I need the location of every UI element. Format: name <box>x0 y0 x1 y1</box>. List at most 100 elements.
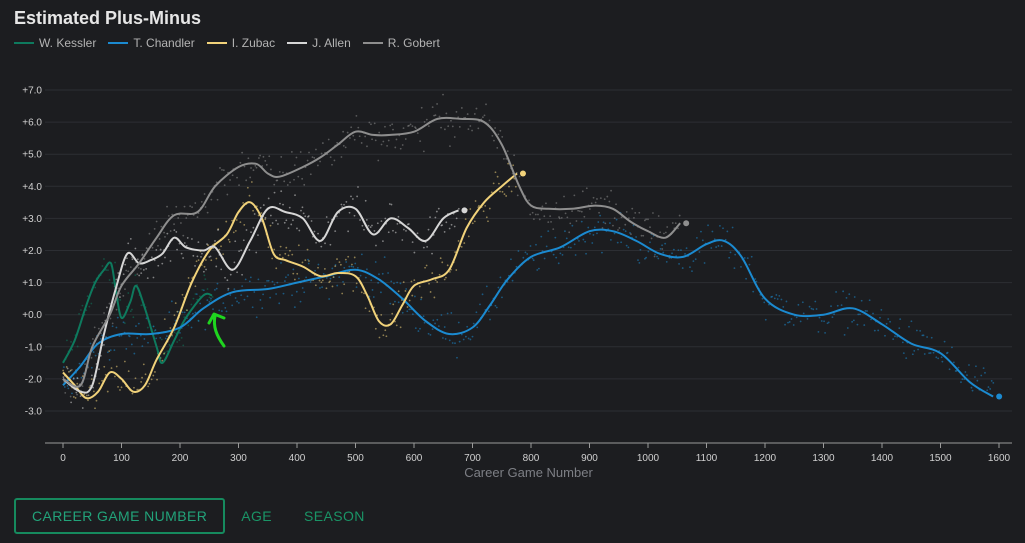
game-dot <box>171 213 174 216</box>
game-dot <box>84 363 86 366</box>
game-dot <box>248 248 251 251</box>
game-dot <box>845 297 848 299</box>
x-axis-title: Career Game Number <box>464 465 593 480</box>
legend-item-i-zubac[interactable]: I. Zubac <box>206 36 275 50</box>
game-dot <box>715 246 718 248</box>
game-dot <box>258 157 260 159</box>
legend-item-t-chandler[interactable]: T. Chandler <box>108 36 195 50</box>
game-dot <box>485 103 487 106</box>
game-dot <box>864 309 867 312</box>
game-dot <box>306 248 309 251</box>
game-dot <box>197 320 200 322</box>
game-dot <box>625 244 628 247</box>
game-dot <box>373 230 376 232</box>
game-dot <box>877 329 880 332</box>
game-dot <box>319 287 321 289</box>
game-dot <box>846 327 849 329</box>
game-dot <box>124 288 126 290</box>
game-dot <box>103 258 105 260</box>
game-dot <box>292 219 294 222</box>
game-dot <box>584 240 587 243</box>
game-dot <box>248 280 251 283</box>
legend-item-w-kessler[interactable]: W. Kessler <box>14 36 96 50</box>
game-dot <box>164 235 166 238</box>
game-dot <box>986 389 989 392</box>
game-dot <box>98 368 100 371</box>
game-dot <box>505 157 508 160</box>
career-game-number-button[interactable]: CAREER GAME NUMBER <box>14 498 226 534</box>
legend-item-j-allen[interactable]: J. Allen <box>287 36 351 50</box>
game-dot <box>305 276 308 279</box>
game-dot <box>370 123 372 126</box>
game-dot <box>434 114 437 117</box>
game-dot <box>229 273 232 276</box>
game-dot <box>438 115 441 118</box>
game-dot <box>516 194 519 197</box>
game-dot <box>131 392 134 395</box>
game-dot <box>320 152 323 155</box>
game-dot <box>671 222 674 224</box>
series-line-i-zubac[interactable] <box>62 172 518 400</box>
game-dot <box>236 176 238 179</box>
game-dot <box>929 352 932 354</box>
game-dot <box>810 307 813 310</box>
game-dot <box>436 103 438 105</box>
game-dot <box>153 259 156 262</box>
game-dot <box>384 329 387 332</box>
game-dot <box>672 248 675 251</box>
game-dot <box>666 226 669 228</box>
game-dot <box>547 230 550 233</box>
game-dot <box>352 265 355 268</box>
game-dot <box>359 274 362 277</box>
game-dot <box>529 245 532 247</box>
game-dot <box>166 335 168 338</box>
game-dot <box>401 311 404 314</box>
series-line-j-allen[interactable] <box>62 205 459 394</box>
game-dot <box>831 316 834 319</box>
game-dot <box>451 125 454 128</box>
game-dot <box>799 320 802 323</box>
game-dot <box>304 259 307 262</box>
game-dot <box>382 140 385 143</box>
series-line-r-gobert[interactable] <box>62 116 681 388</box>
game-dot <box>106 306 108 309</box>
game-dot <box>135 325 137 327</box>
game-dot <box>566 216 569 219</box>
game-dot <box>951 346 953 349</box>
season-button[interactable]: SEASON <box>288 498 381 534</box>
game-dot <box>431 328 434 331</box>
game-dot <box>797 303 800 306</box>
game-dot <box>357 186 359 188</box>
legend-item-r-gobert[interactable]: R. Gobert <box>362 36 440 50</box>
game-dot <box>594 201 597 204</box>
game-dot <box>318 279 321 282</box>
series-line-t-chandler[interactable] <box>62 228 994 398</box>
game-dot <box>243 298 246 301</box>
legend-swatch <box>206 42 227 44</box>
game-dot <box>382 334 385 337</box>
game-dot <box>534 213 537 216</box>
game-dot <box>419 327 421 330</box>
game-dot <box>731 226 734 229</box>
age-button[interactable]: AGE <box>225 498 288 534</box>
game-dot <box>295 290 298 293</box>
game-dot <box>404 290 407 292</box>
series-line-w-kessler[interactable] <box>62 261 213 364</box>
game-dot <box>517 250 520 252</box>
game-dot <box>752 290 755 293</box>
game-dot <box>325 277 328 279</box>
game-dot <box>355 282 358 285</box>
game-dot <box>481 293 484 296</box>
game-dot <box>64 391 67 394</box>
game-dot <box>382 240 384 243</box>
game-dot <box>228 240 231 243</box>
game-dot <box>334 230 337 233</box>
game-dot <box>204 328 207 331</box>
game-dot <box>701 239 704 242</box>
game-dot <box>192 254 195 257</box>
game-dot <box>297 175 300 178</box>
game-dot <box>344 258 347 261</box>
game-dot <box>341 292 344 295</box>
game-dot <box>241 151 244 154</box>
game-dot <box>232 231 235 234</box>
